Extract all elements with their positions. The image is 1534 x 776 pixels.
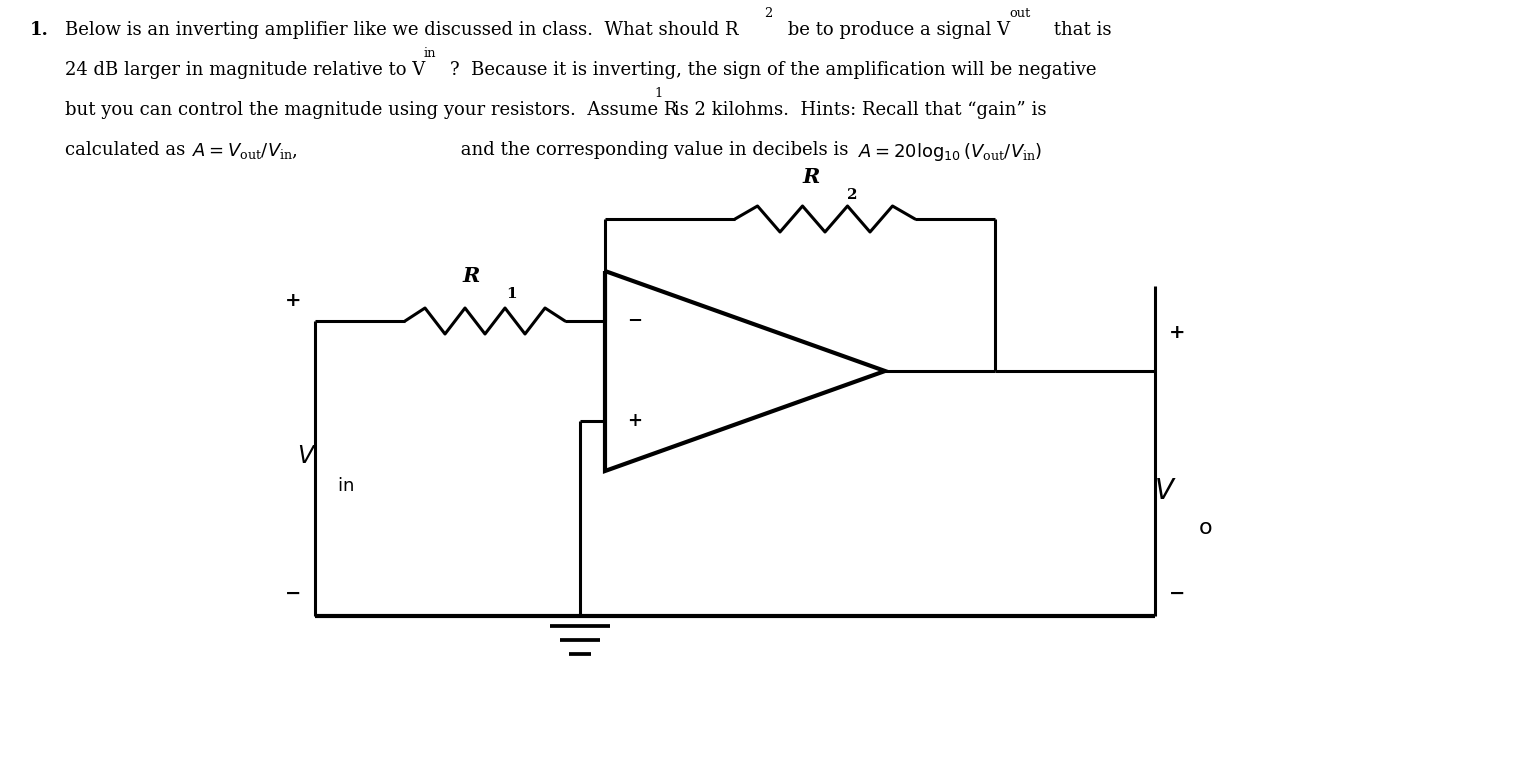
Text: $V$: $V$ (1154, 477, 1177, 505)
Text: ?  Because it is inverting, the sign of the amplification will be negative: ? Because it is inverting, the sign of t… (449, 61, 1097, 79)
Text: in: in (423, 47, 437, 60)
Text: 2: 2 (764, 7, 772, 20)
Text: $A = 20\log_{10}(V_\mathregular{out}/V_\mathregular{in})$: $A = 20\log_{10}(V_\mathregular{out}/V_\… (858, 141, 1043, 163)
Text: 1.: 1. (31, 21, 49, 39)
Text: calculated as: calculated as (64, 141, 192, 159)
Text: that is: that is (1048, 21, 1112, 39)
Text: Below is an inverting amplifier like we discussed in class.  What should R: Below is an inverting amplifier like we … (64, 21, 738, 39)
Text: +: + (1169, 324, 1186, 342)
Text: and the corresponding value in decibels is: and the corresponding value in decibels … (456, 141, 854, 159)
Text: R: R (802, 167, 821, 187)
Text: 2: 2 (847, 188, 858, 202)
Text: 1: 1 (653, 87, 663, 100)
Text: out: out (1009, 7, 1031, 20)
Text: is 2 kilohms.  Hints: Recall that “gain” is: is 2 kilohms. Hints: Recall that “gain” … (667, 101, 1046, 119)
Text: $V$: $V$ (298, 445, 316, 469)
Text: $A = V_\mathregular{out}/V_\mathregular{in}$,: $A = V_\mathregular{out}/V_\mathregular{… (192, 141, 298, 161)
Text: −: − (1169, 585, 1186, 603)
Text: −: − (285, 585, 301, 603)
Text: +: + (627, 412, 643, 430)
Text: 1: 1 (506, 287, 517, 301)
Text: $\mathregular{o}$: $\mathregular{o}$ (1198, 518, 1212, 538)
Text: be to produce a signal V: be to produce a signal V (782, 21, 1009, 39)
Text: 24 dB larger in magnitude relative to V: 24 dB larger in magnitude relative to V (64, 61, 425, 79)
Text: but you can control the magnitude using your resistors.  Assume R: but you can control the magnitude using … (64, 101, 678, 119)
Text: −: − (627, 312, 643, 330)
Text: R: R (463, 266, 480, 286)
Text: $\mathregular{in}$: $\mathregular{in}$ (336, 477, 353, 496)
Text: +: + (285, 292, 301, 310)
